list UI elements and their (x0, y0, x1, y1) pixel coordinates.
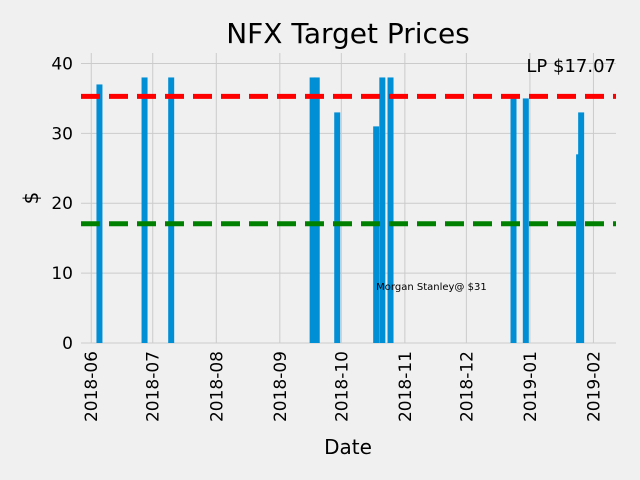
bar (373, 126, 380, 343)
x-tick-label: 2018-09 (271, 351, 291, 422)
y-tick-label: 30 (51, 124, 73, 144)
x-tick-label: 2018-06 (82, 351, 102, 422)
chart-title: NFX Target Prices (226, 17, 470, 50)
x-tick-label: 2018-10 (332, 351, 352, 422)
x-tick-label: 2019-02 (584, 351, 604, 422)
annotations: Morgan Stanley@ $31 (376, 282, 487, 293)
x-tick-label: 2018-11 (396, 351, 416, 422)
y-tick-label: 10 (51, 264, 73, 284)
bar (309, 77, 316, 344)
bars (96, 77, 585, 344)
x-tick-label: 2018-08 (207, 351, 227, 422)
bar (313, 77, 320, 344)
y-tick-label: 20 (51, 194, 73, 214)
bar (168, 77, 175, 344)
y-ticks: 0 10 20 30 40 (51, 54, 73, 354)
bar (379, 77, 386, 344)
bar (522, 98, 529, 343)
y-tick-label: 40 (51, 54, 73, 74)
bar (96, 84, 103, 343)
y-axis-label: $ (19, 192, 43, 205)
reference-lines (81, 93, 616, 227)
x-axis-label: Date (324, 435, 372, 459)
y-tick-label: 0 (62, 334, 73, 354)
bar (141, 77, 148, 344)
bar (578, 112, 585, 344)
annotation: Morgan Stanley@ $31 (376, 282, 487, 293)
x-tick-label: 2019-01 (521, 351, 541, 422)
last-price-label: LP $17.07 (526, 56, 616, 77)
x-tick-label: 2018-12 (457, 351, 477, 422)
bar (334, 112, 341, 344)
x-ticks: 2018-06 2018-07 2018-08 2018-09 2018-10 2018-… (82, 351, 604, 422)
bar (510, 98, 517, 343)
bar (387, 77, 394, 344)
x-tick-label: 2018-07 (144, 351, 164, 422)
